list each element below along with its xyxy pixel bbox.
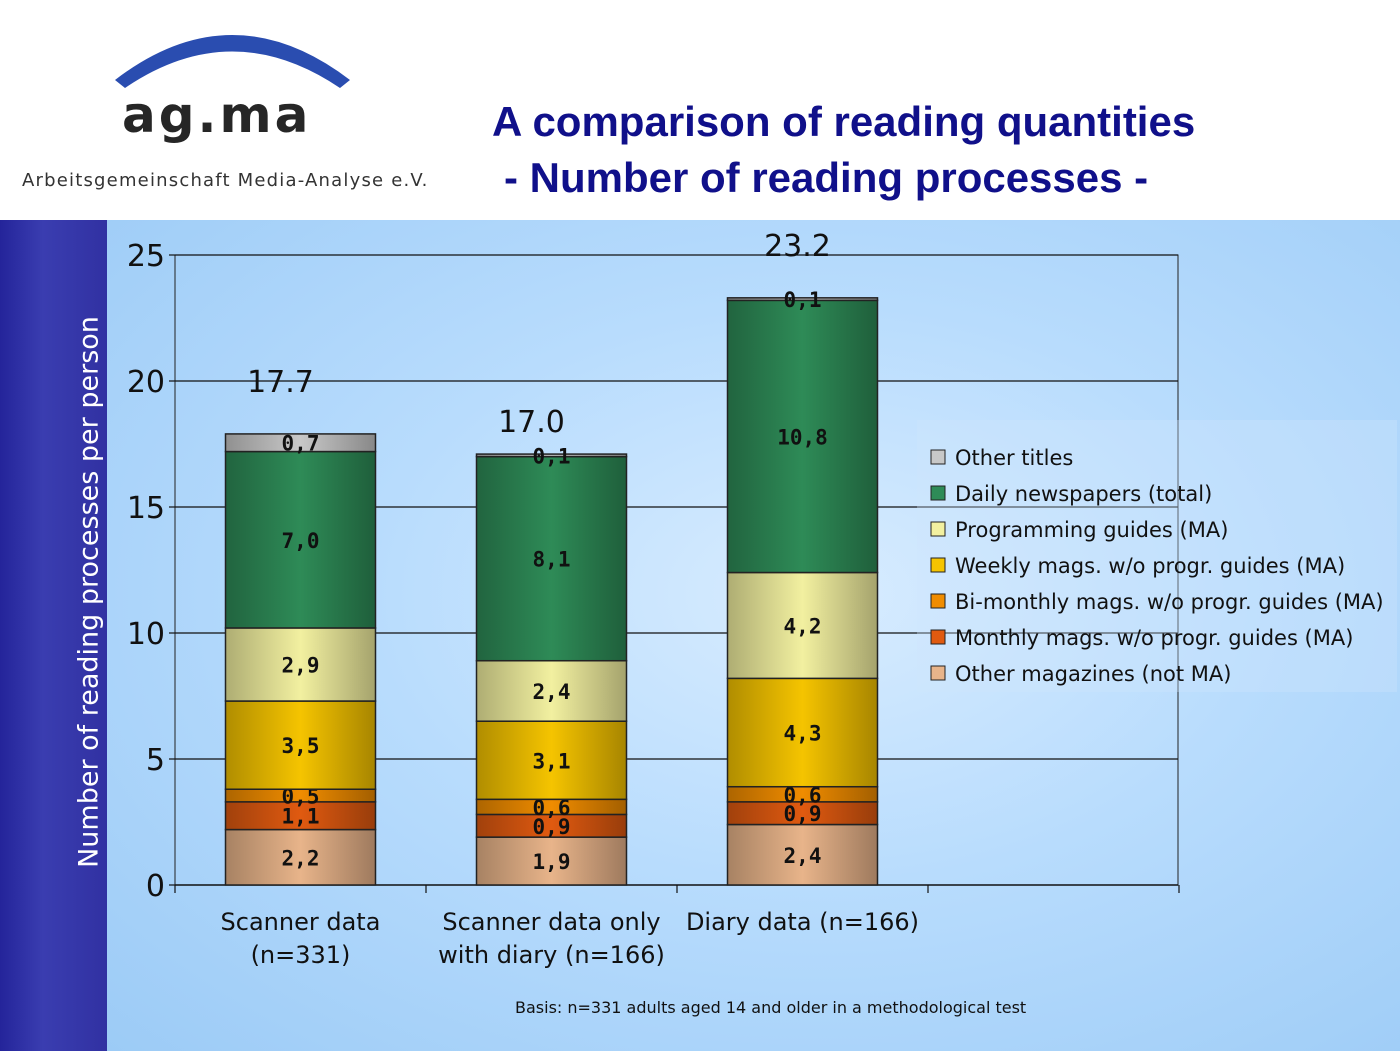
data-label: 2,4 <box>533 680 571 704</box>
y-tick-label: 20 <box>127 365 165 400</box>
header: ag.ma Arbeitsgemeinschaft Media-Analyse … <box>0 0 1400 220</box>
stacked-bar-chart: 05101520252,21,10,53,52,97,00,717.7Scann… <box>127 229 1397 969</box>
bar-segment <box>224 700 377 790</box>
data-label: 2,4 <box>784 844 822 868</box>
data-label: 7,0 <box>282 529 320 553</box>
data-label: 0,1 <box>784 288 822 312</box>
bar-segment <box>475 455 628 662</box>
data-label: 8,1 <box>533 548 571 572</box>
chart-area: 0 5 10 15 20 25 2,2 1,1 0,5 3,5 2,9 7,0 0,7 17.7 Scann… <box>107 220 1400 1051</box>
data-label: 4,3 <box>784 722 822 746</box>
y-tick-label: 10 <box>127 617 165 652</box>
legend-entry: Monthly mags. w/o progr. guides (MA) <box>955 626 1353 650</box>
x-tick-label: Diary data (n=166) <box>686 908 919 936</box>
bar-segment <box>475 720 628 801</box>
left-band <box>0 220 107 1051</box>
data-label: 0,1 <box>533 444 571 468</box>
x-tick-label: (n=331) <box>251 941 351 969</box>
y-tick-label: 15 <box>127 491 165 526</box>
page-title-line2: - Number of reading processes - <box>504 154 1149 201</box>
x-tick-label: with diary (n=166) <box>438 941 665 969</box>
total-label: 23.2 <box>764 229 831 264</box>
data-label: 1,1 <box>282 805 320 829</box>
data-label: 10,8 <box>777 425 828 449</box>
page-title-line1: A comparison of reading quantities <box>492 98 1196 145</box>
x-tick-label: Scanner data only <box>442 908 660 936</box>
data-label: 3,5 <box>282 734 320 758</box>
y-tick-label: 0 <box>146 869 165 904</box>
legend-entry: Daily newspapers (total) <box>955 482 1212 506</box>
bar-segment <box>726 823 879 886</box>
x-tick-label: Scanner data <box>221 908 381 936</box>
bar-segment <box>726 571 879 680</box>
legend-swatch <box>930 629 946 645</box>
legend-entry: Programming guides (MA) <box>955 518 1228 542</box>
data-label: 1,9 <box>533 850 571 874</box>
legend-swatch <box>930 665 946 681</box>
bar-segment <box>475 659 628 722</box>
logo-arc-icon <box>115 35 350 88</box>
legend-entry: Other magazines (not MA) <box>955 662 1231 686</box>
legend-swatch <box>930 485 946 501</box>
bar-segment <box>224 433 377 453</box>
legend-entry: Bi-monthly mags. w/o progr. guides (MA) <box>955 590 1384 614</box>
logo-text: ag.ma <box>122 86 312 144</box>
legend-swatch <box>930 593 946 609</box>
basis-note: Basis: n=331 adults aged 14 and older in… <box>515 998 1027 1017</box>
bar-segment <box>726 677 879 788</box>
data-label: 0,9 <box>784 802 822 826</box>
bar-segment <box>224 627 377 702</box>
legend-swatch <box>930 521 946 537</box>
bar-segment <box>726 299 879 574</box>
data-label: 2,2 <box>282 846 320 870</box>
total-label: 17.7 <box>247 365 314 400</box>
total-label: 17.0 <box>498 405 565 440</box>
legend-swatch <box>930 557 946 573</box>
bar-segment <box>224 450 377 629</box>
data-label: 2,9 <box>282 654 320 678</box>
legend-entry: Other titles <box>955 446 1073 470</box>
bar-segment <box>475 453 628 458</box>
data-label: 4,2 <box>784 614 822 638</box>
bar-segment <box>475 836 628 886</box>
legend-box <box>917 420 1397 692</box>
bar-segment <box>224 828 377 886</box>
y-axis-label: Number of reading processes per person <box>73 316 105 868</box>
y-tick-label: 25 <box>127 239 165 274</box>
logo-subtitle: Arbeitsgemeinschaft Media-Analyse e.V. <box>22 170 429 191</box>
legend-entry: Weekly mags. w/o progr. guides (MA) <box>955 554 1345 578</box>
data-label: 0,7 <box>282 432 320 456</box>
data-label: 0,9 <box>533 815 571 839</box>
y-tick-label: 5 <box>146 743 165 778</box>
legend-swatch <box>930 449 946 465</box>
bar-segment <box>726 297 879 302</box>
data-label: 3,1 <box>533 749 571 773</box>
